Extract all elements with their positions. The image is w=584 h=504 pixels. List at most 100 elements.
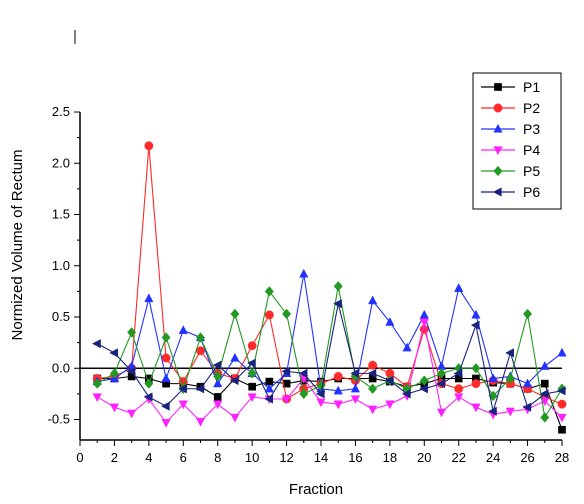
data-point-p5 bbox=[419, 375, 429, 386]
data-point-p3 bbox=[471, 309, 481, 319]
data-point-p1 bbox=[558, 425, 566, 434]
x-tick-label: 10 bbox=[245, 450, 259, 465]
series-p5 bbox=[92, 281, 567, 423]
data-point-p6 bbox=[126, 366, 136, 376]
x-tick-label: 22 bbox=[451, 450, 465, 465]
legend-marker bbox=[492, 187, 502, 197]
data-point-p5 bbox=[109, 368, 119, 379]
data-point-p3 bbox=[385, 316, 395, 326]
legend-label: P4 bbox=[523, 142, 540, 158]
data-point-p5 bbox=[471, 363, 481, 374]
legend-marker bbox=[493, 103, 503, 113]
data-point-p4 bbox=[350, 395, 361, 405]
data-point-p6 bbox=[195, 384, 205, 394]
data-point-p4 bbox=[92, 393, 102, 403]
data-point-p6 bbox=[298, 368, 308, 378]
data-point-p4 bbox=[161, 418, 171, 428]
data-point-p6 bbox=[246, 358, 256, 368]
x-tick-label: 2 bbox=[111, 450, 118, 465]
data-point-p5 bbox=[368, 383, 378, 394]
legend-label: P1 bbox=[523, 79, 540, 95]
x-tick-label: 16 bbox=[348, 450, 362, 465]
legend-marker bbox=[493, 146, 503, 156]
series-line-p5 bbox=[96, 286, 563, 420]
y-axis-title: Normized Volume of Rectum bbox=[9, 150, 26, 341]
data-point-p6 bbox=[178, 384, 187, 394]
legend-item-p2: P2 bbox=[481, 100, 540, 116]
data-point-p2 bbox=[144, 141, 154, 151]
data-point-p6 bbox=[436, 379, 446, 389]
data-point-p4 bbox=[247, 393, 257, 403]
y-tick-label: -0.5 bbox=[48, 412, 70, 427]
legend-item-p6: P6 bbox=[481, 184, 540, 200]
data-point-p3 bbox=[264, 383, 274, 393]
legend-item-p4: P4 bbox=[481, 142, 540, 158]
data-point-p6 bbox=[470, 320, 480, 330]
data-point-p4 bbox=[281, 395, 292, 405]
data-point-p6 bbox=[229, 375, 239, 386]
legend-item-p1: P1 bbox=[481, 79, 540, 95]
legend-marker bbox=[493, 123, 503, 133]
data-point-p4 bbox=[316, 398, 326, 408]
data-point-p4 bbox=[230, 413, 240, 423]
y-tick-label: 2.0 bbox=[52, 155, 70, 170]
data-point-p3 bbox=[522, 378, 533, 388]
data-point-p4 bbox=[109, 403, 120, 413]
data-point-p6 bbox=[505, 348, 514, 358]
legend-box bbox=[472, 72, 562, 210]
data-point-p3 bbox=[213, 378, 223, 388]
data-point-p5 bbox=[92, 378, 102, 389]
legend-marker bbox=[494, 83, 502, 91]
data-point-p2 bbox=[471, 379, 481, 389]
data-point-p4 bbox=[368, 405, 378, 415]
data-point-p6 bbox=[350, 368, 360, 378]
x-axis-title: Fraction bbox=[289, 481, 343, 498]
data-point-p6 bbox=[367, 368, 377, 378]
data-point-p6 bbox=[556, 386, 566, 396]
series-line-p4 bbox=[96, 322, 563, 424]
data-point-p1 bbox=[540, 379, 549, 388]
data-point-p2 bbox=[454, 384, 464, 394]
data-point-p2 bbox=[247, 341, 257, 351]
x-tick-label: 4 bbox=[145, 450, 152, 465]
data-point-p4 bbox=[505, 407, 515, 417]
data-point-p3 bbox=[333, 385, 343, 395]
data-point-p6 bbox=[522, 402, 532, 412]
data-point-p4 bbox=[385, 400, 395, 410]
legend-item-p5: P5 bbox=[481, 163, 540, 179]
x-tick-label: 24 bbox=[486, 450, 500, 465]
y-tick-label: 1.0 bbox=[52, 258, 70, 273]
data-point-p4 bbox=[419, 318, 429, 328]
x-tick-label: 26 bbox=[520, 450, 534, 465]
data-point-p3 bbox=[402, 342, 412, 352]
data-point-p6 bbox=[384, 375, 394, 386]
data-point-p6 bbox=[315, 389, 325, 399]
data-point-p5 bbox=[282, 308, 292, 320]
data-point-p6 bbox=[419, 384, 428, 394]
data-point-p6 bbox=[333, 299, 342, 309]
series-p6 bbox=[92, 299, 566, 416]
data-point-p6 bbox=[160, 401, 170, 411]
legend-label: P2 bbox=[523, 100, 540, 116]
data-point-p3 bbox=[350, 383, 361, 393]
x-tick-label: 0 bbox=[76, 450, 83, 465]
data-point-p1 bbox=[213, 393, 222, 401]
data-point-p5 bbox=[505, 373, 515, 384]
data-point-p6 bbox=[487, 406, 497, 416]
data-point-p5 bbox=[213, 371, 223, 382]
series-line-p3 bbox=[97, 273, 563, 392]
data-point-p3 bbox=[161, 373, 171, 383]
data-point-p5 bbox=[144, 378, 154, 389]
data-point-p4 bbox=[471, 403, 481, 413]
data-point-p6 bbox=[264, 394, 273, 404]
data-point-p3 bbox=[178, 325, 188, 334]
x-tick-label: 8 bbox=[214, 450, 221, 465]
data-point-p2 bbox=[368, 360, 378, 370]
data-point-p6 bbox=[109, 348, 119, 358]
legend: P1 P2 P3 P4 P5 P6 bbox=[472, 72, 562, 210]
data-point-p2 bbox=[161, 353, 171, 363]
data-point-p6 bbox=[281, 366, 291, 376]
x-tick-label: 18 bbox=[383, 450, 397, 465]
data-point-p6 bbox=[92, 339, 101, 349]
data-point-p2 bbox=[557, 399, 567, 409]
